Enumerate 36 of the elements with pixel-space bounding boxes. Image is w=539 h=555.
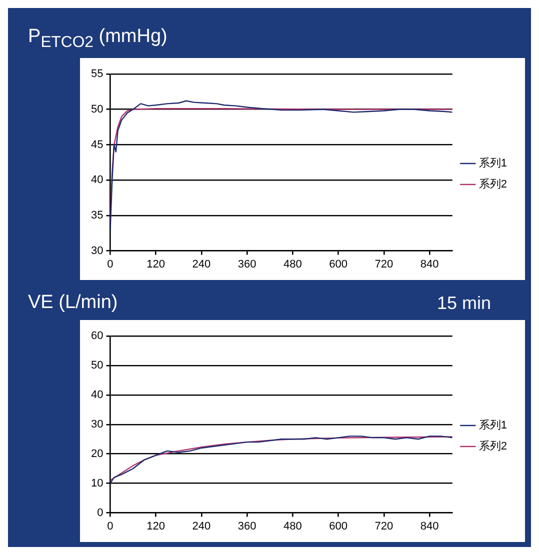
x-tick-label: 840 bbox=[420, 258, 439, 270]
x-tick-label: 600 bbox=[329, 258, 348, 270]
x-tick-label: 240 bbox=[192, 258, 211, 270]
x-tick-label: 0 bbox=[107, 520, 114, 532]
x-tick-label: 480 bbox=[284, 258, 302, 270]
x-tick-label: 840 bbox=[420, 520, 439, 532]
y-tick-label: 10 bbox=[90, 477, 104, 490]
x-tick-label: 120 bbox=[146, 258, 166, 270]
legend-label: 系列1 bbox=[478, 418, 508, 432]
x-tick-label: 360 bbox=[238, 258, 256, 270]
x-tick-label: 120 bbox=[146, 520, 166, 532]
y-tick-label: 40 bbox=[90, 388, 104, 401]
chart-title: VE (L/min) bbox=[28, 292, 118, 314]
x-tick-label: 240 bbox=[192, 520, 211, 532]
y-tick-label: 50 bbox=[90, 359, 104, 372]
x-tick-label: 600 bbox=[329, 520, 348, 532]
y-tick-label: 50 bbox=[90, 103, 104, 116]
y-tick-label: 30 bbox=[90, 244, 104, 257]
x-tick-label: 720 bbox=[374, 258, 394, 270]
y-tick-label: 0 bbox=[97, 506, 104, 519]
x-tick-label: 0 bbox=[107, 258, 114, 270]
x-tick-label: 720 bbox=[374, 520, 394, 532]
y-tick-label: 40 bbox=[90, 174, 104, 186]
x-tick-label: 360 bbox=[238, 520, 256, 532]
legend-label: 系列2 bbox=[478, 177, 508, 190]
text: 15 min bbox=[436, 292, 491, 313]
y-tick-label: 35 bbox=[90, 209, 104, 222]
y-tick-label: 60 bbox=[90, 330, 104, 342]
legend-label: 系列1 bbox=[478, 156, 508, 170]
legend-label: 系列2 bbox=[478, 439, 508, 452]
y-tick-label: 55 bbox=[90, 68, 104, 80]
x-tick-label: 480 bbox=[284, 520, 302, 532]
y-tick-label: 45 bbox=[90, 138, 104, 151]
chart-title: P$_{ETCO2}$ (mmHg) bbox=[28, 26, 168, 52]
y-tick-label: 30 bbox=[90, 418, 104, 430]
y-tick-label: 20 bbox=[90, 448, 104, 460]
